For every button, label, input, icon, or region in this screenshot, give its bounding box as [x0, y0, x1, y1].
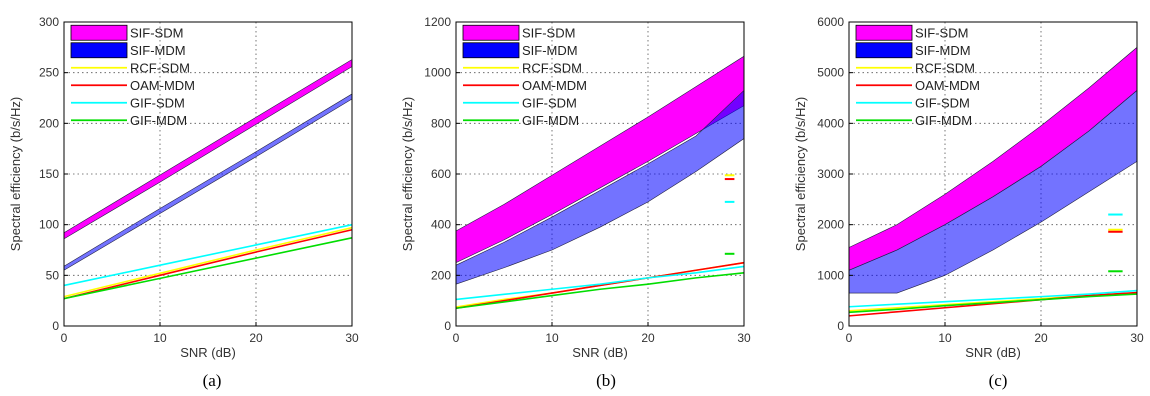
legend-label-sif-sdm: SIF-SDM: [522, 25, 575, 40]
x-tick-label: 20: [249, 331, 263, 345]
y-tick-label: 1200: [424, 15, 451, 29]
y-tick-label: 2000: [817, 218, 844, 232]
legend-label-sif-mdm: SIF-MDM: [915, 43, 971, 58]
y-axis-label: Spectral efficiency (b/s/Hz): [400, 97, 415, 251]
y-tick-label: 800: [431, 116, 451, 130]
series-line-gif-mdm: [848, 293, 1138, 314]
chart-panel-3: 0 10 20 30 0 1000 2000 3000 4000 5000 6000 SNR (dB)…: [793, 15, 1144, 390]
legend-label-oam-mdm: OAM-MDM: [522, 78, 587, 93]
legend: SIF-SDM SIF-MDM RCF-SDM OAM-MDM GIF-SDM GIF-M…: [855, 24, 980, 128]
x-tick-label: 30: [1130, 331, 1144, 345]
y-tick-label: 200: [39, 116, 59, 130]
y-tick-label: 0: [52, 319, 59, 333]
series-line-gif-sdm: [63, 223, 353, 287]
legend-label-rcf-sdm: RCF-SDM: [130, 60, 190, 75]
legend-swatch-sif-sdm: [855, 24, 913, 41]
legend-label-gif-mdm: GIF-MDM: [522, 113, 579, 128]
x-tick-label: 10: [153, 331, 167, 345]
y-tick-label: 50: [46, 268, 60, 282]
legend-label-sif-mdm: SIF-MDM: [130, 43, 186, 58]
y-tick-label: 400: [431, 218, 451, 232]
series-line-gif-mdm: [63, 237, 353, 300]
series-line-oam-mdm: [63, 228, 353, 300]
legend-label-gif-mdm: GIF-MDM: [130, 113, 187, 128]
legend-label-rcf-sdm: RCF-SDM: [915, 60, 975, 75]
legend-label-gif-sdm: GIF-SDM: [915, 95, 970, 110]
legend-swatch-sif-sdm: [70, 24, 128, 41]
y-tick-label: 1000: [424, 66, 451, 80]
legend-swatch-sif-mdm: [462, 42, 520, 59]
series-line-gif-sdm: [455, 265, 745, 301]
y-tick-label: 0: [837, 319, 844, 333]
legend-label-oam-mdm: OAM-MDM: [130, 78, 195, 93]
series-line-oam-mdm: [455, 261, 745, 310]
panel-caption: (c): [989, 371, 1008, 390]
chart-panel-2: 0 10 20 30 0 200 400 600 800 1000 1200 SNR (dB) Spec…: [400, 15, 751, 390]
x-tick-label: 20: [1034, 331, 1048, 345]
y-axis-label: Spectral efficiency (b/s/Hz): [8, 97, 23, 251]
y-tick-label: 300: [39, 15, 59, 29]
panel-caption: (a): [203, 371, 222, 390]
series-line-gif-mdm: [455, 272, 745, 310]
y-tick-label: 0: [444, 319, 451, 333]
x-axis-label: SNR (dB): [180, 345, 236, 360]
x-axis-label: SNR (dB): [965, 345, 1021, 360]
x-tick-label: 10: [545, 331, 559, 345]
x-axis-label: SNR (dB): [572, 345, 628, 360]
y-tick-label: 1000: [817, 268, 844, 282]
series-line-oam-mdm: [848, 291, 1138, 317]
legend-label-gif-sdm: GIF-SDM: [522, 95, 577, 110]
x-tick-label: 20: [641, 331, 655, 345]
y-tick-label: 5000: [817, 66, 844, 80]
x-tick-label: 0: [453, 331, 460, 345]
x-tick-label: 0: [846, 331, 853, 345]
legend-label-sif-mdm: SIF-MDM: [522, 43, 578, 58]
y-tick-label: 250: [39, 66, 59, 80]
y-tick-label: 200: [431, 268, 451, 282]
legend-label-gif-mdm: GIF-MDM: [915, 113, 972, 128]
y-axis-label: Spectral efficiency (b/s/Hz): [793, 97, 808, 251]
series-line-gif-sdm: [848, 289, 1138, 308]
legend: SIF-SDM SIF-MDM RCF-SDM OAM-MDM GIF-SDM GIF-M…: [462, 24, 587, 128]
legend-swatch-sif-mdm: [855, 42, 913, 59]
panel-caption: (b): [596, 371, 616, 390]
legend-label-oam-mdm: OAM-MDM: [915, 78, 980, 93]
legend-label-gif-sdm: GIF-SDM: [130, 95, 185, 110]
x-tick-label: 10: [938, 331, 952, 345]
legend-swatch-sif-sdm: [462, 24, 520, 41]
y-tick-label: 600: [431, 167, 451, 181]
legend: SIF-SDM SIF-MDM RCF-SDM OAM-MDM GIF-SDM GIF-M…: [70, 24, 195, 128]
legend-swatch-sif-mdm: [70, 42, 128, 59]
x-tick-label: 0: [61, 331, 68, 345]
series-line-rcf-sdm: [63, 226, 353, 298]
y-tick-label: 4000: [817, 116, 844, 130]
legend-label-sif-sdm: SIF-SDM: [915, 25, 968, 40]
x-tick-label: 30: [345, 331, 359, 345]
y-tick-label: 3000: [817, 167, 844, 181]
legend-label-rcf-sdm: RCF-SDM: [522, 60, 582, 75]
x-tick-label: 30: [737, 331, 751, 345]
y-tick-label: 150: [39, 167, 59, 181]
legend-label-sif-sdm: SIF-SDM: [130, 25, 183, 40]
y-tick-label: 100: [39, 218, 59, 232]
y-tick-label: 6000: [817, 15, 844, 29]
